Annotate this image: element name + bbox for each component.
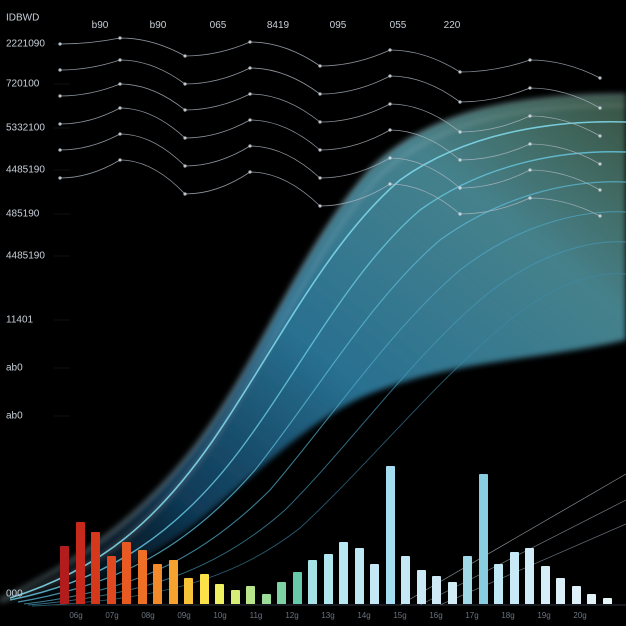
bar [603,598,612,604]
bar [370,564,379,604]
x-bottom-tick-label: 20g [573,611,586,620]
bar [386,466,395,604]
x-top-tick-label: 065 [210,20,227,31]
x-top-tick-label: 8419 [267,20,289,31]
bar [215,584,224,604]
bar [60,546,69,604]
y-tick-label: ab0 [6,363,23,374]
bar [432,576,441,604]
x-bottom-tick-label: 14g [357,611,370,620]
y-tick-label: ab0 [6,411,23,422]
bar [231,590,240,604]
bar [355,548,364,604]
bar [153,564,162,604]
bar [510,552,519,604]
bar [324,554,333,604]
y-tick-label: 4485190 [6,165,45,176]
bar [479,474,488,604]
bar [339,542,348,604]
y-tick-label: 11401 [6,315,33,326]
chart-root: IDBWD 2221090 720100 5332100 4485190 485190 44… [0,0,626,626]
bar [494,564,503,604]
bar [122,542,131,604]
bar [76,522,85,604]
x-top-tick-label: b90 [92,20,109,31]
x-bottom-tick-label: 08g [141,611,154,620]
bar [262,594,271,604]
y-tick-label: 4485190 [6,251,45,262]
y-tick-label: IDBWD [6,13,39,24]
x-bottom-tick-label: 13g [321,611,334,620]
x-top-tick-label: 220 [444,20,461,31]
bar [308,560,317,604]
bar [246,586,255,604]
x-bottom-tick-label: 07g [105,611,118,620]
bar [541,566,550,604]
bar [401,556,410,604]
bar [587,594,596,604]
x-bottom-tick-label: 11g [250,611,263,620]
bar [277,582,286,604]
x-bottom-tick-label: 12g [285,611,298,620]
bar [107,556,116,604]
x-bottom-tick-label: 16g [429,611,442,620]
x-bottom-tick-label: 18g [501,611,514,620]
bar [138,550,147,604]
bar [200,574,209,604]
x-bottom-tick-label: 17g [465,611,478,620]
bar [91,532,100,604]
bar [463,556,472,604]
x-bottom-tick-label: 09g [177,611,190,620]
bar [448,582,457,604]
y-tick-label: 2221090 [6,39,45,50]
x-bottom-tick-label: 15g [393,611,406,620]
bar [417,570,426,604]
bar [293,572,302,604]
bar [556,578,565,604]
y-tick-label: 720100 [6,79,39,90]
y-tick-label: 5332100 [6,123,45,134]
y-tick-label: 485190 [6,209,39,220]
x-bottom-tick-label: 06g [69,611,82,620]
grid-lines [54,44,70,416]
bar [525,548,534,604]
x-top-tick-label: b90 [150,20,167,31]
bar [169,560,178,604]
x-top-tick-label: 095 [330,20,347,31]
x-bottom-tick-label: 10g [213,611,226,620]
x-top-tick-label: 055 [390,20,407,31]
x-bottom-tick-label: 19g [537,611,550,620]
bar [184,578,193,604]
bar [572,586,581,604]
y-tick-label: 000 [6,589,23,600]
